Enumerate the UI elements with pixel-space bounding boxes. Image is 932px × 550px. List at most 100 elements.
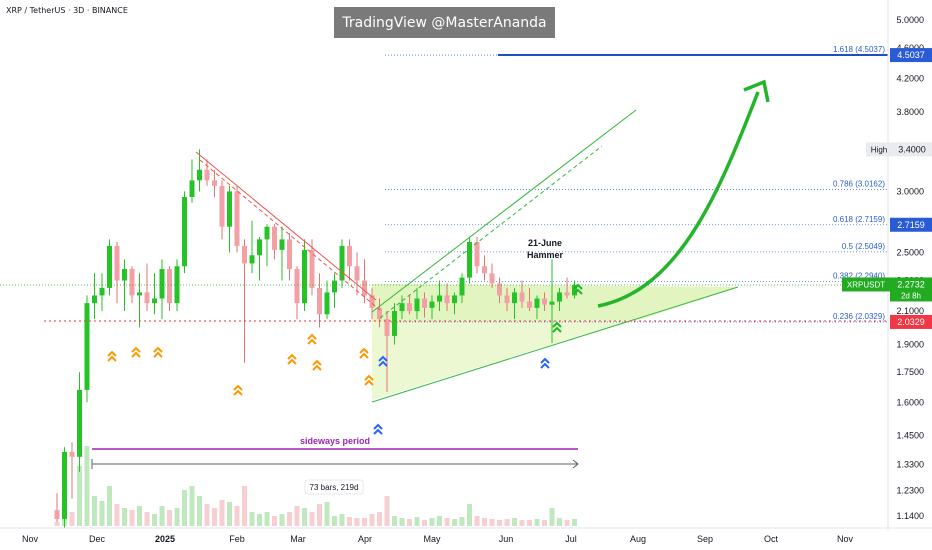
candle-body-18	[189, 180, 195, 198]
volume-bar-51	[437, 516, 442, 526]
volume-bar-24	[234, 506, 240, 526]
price-tick-9: 2.1000	[896, 306, 924, 316]
candle-body-60	[504, 295, 510, 304]
price-tick-10: 1.9000	[896, 340, 924, 350]
chevron-icon-o6-1	[312, 359, 322, 366]
price-tick-1: 4.6000	[896, 43, 924, 53]
candle-body-53	[452, 295, 457, 304]
candle-body-66	[549, 301, 555, 305]
candle-body-2	[69, 451, 75, 457]
chevron-icon-b2-1	[540, 357, 550, 364]
range-label: 73 bars, 219d	[310, 483, 359, 492]
volume-bar-32	[294, 506, 300, 526]
volume-bar-7	[107, 486, 112, 526]
volume-bar-61	[512, 518, 517, 526]
price-label-box-0	[890, 48, 932, 63]
candle-body-42	[369, 295, 375, 308]
chevron-icon-g0-0	[552, 326, 562, 333]
volume-bar-53	[452, 519, 457, 526]
bar-countdown: 2d 8h	[901, 291, 921, 300]
volume-bar-52	[444, 518, 450, 526]
price-axis[interactable]: 5.00004.60004.20003.80003.40003.00002.70…	[887, 0, 924, 530]
current-price-box	[890, 277, 932, 302]
chevron-markers	[107, 283, 583, 435]
price-tick-15: 1.2300	[896, 486, 924, 496]
time-axis[interactable]: Nov Dec 2025 Feb Mar Apr May Jun Jul Aug Sep Oct Nov	[0, 527, 932, 544]
candle-body-54	[459, 277, 465, 296]
volume-bar-45	[392, 516, 397, 526]
volume-bar-59	[497, 520, 502, 526]
support-line	[371, 286, 739, 403]
volume-bar-64	[534, 519, 540, 526]
symbol-label-box	[842, 277, 890, 292]
candle-body-68	[564, 292, 570, 296]
candle-body-26	[249, 255, 255, 264]
volume-bar-4	[84, 446, 90, 526]
volume-bar-48	[414, 517, 420, 526]
volume-bar-67	[557, 518, 562, 526]
candle-body-69	[572, 284, 577, 296]
price-tick-16: 1.1400	[896, 511, 924, 521]
candle-body-37	[332, 280, 337, 293]
volume-bar-43	[377, 512, 382, 526]
volume-bar-25	[242, 486, 247, 526]
candle-body-25	[242, 245, 247, 264]
volume-bar-27	[257, 514, 262, 526]
range-arrow	[572, 459, 579, 469]
time-tick-7: Jun	[499, 534, 514, 544]
watermark-badge: TradingView @MasterAnanda	[334, 7, 555, 38]
candle-body-6	[99, 287, 105, 296]
volume-bar-62	[519, 520, 525, 526]
candle-body-28	[264, 226, 270, 240]
chevron-icon-o7-0	[359, 352, 369, 359]
candle-body-48	[414, 298, 420, 312]
chevron-icon-o0-0	[107, 355, 117, 362]
candle-body-34	[309, 249, 315, 288]
price-label-box-4	[890, 314, 932, 329]
volume-bar-54	[459, 517, 465, 526]
candle-body-36	[324, 292, 330, 315]
price-tick-5: 3.0000	[896, 186, 924, 196]
candle-body-13	[152, 298, 157, 304]
volume-bar-22	[219, 500, 225, 526]
price-label-2: 2.7159	[897, 220, 925, 230]
hammer-label-2: Hammer	[527, 250, 564, 260]
volume-bar-41	[362, 518, 367, 526]
price-label-0: 4.5037	[897, 50, 925, 60]
chevron-icon-o3-1	[233, 384, 243, 391]
price-tick-2: 4.2000	[896, 73, 924, 83]
chevron-icon-o6-0	[312, 364, 322, 371]
volume-bar-63	[527, 520, 532, 526]
candle-body-20	[204, 169, 210, 181]
time-tick-11: Oct	[764, 534, 779, 544]
volume-bar-6	[99, 501, 105, 526]
volume-bar-47	[407, 519, 412, 526]
candle-body-58	[489, 273, 495, 284]
candle-body-0	[54, 510, 60, 519]
chevron-icon-o4-0	[287, 358, 297, 365]
volume-bar-19	[197, 496, 202, 526]
triangle-pattern	[372, 284, 738, 400]
candle-body-17	[182, 197, 187, 267]
chevron-icon-b1-1	[373, 423, 383, 430]
volume-bar-8	[114, 504, 120, 526]
hammer-label-1: 21-June	[528, 238, 562, 248]
volume-bar-42	[369, 514, 375, 526]
candle-body-43	[377, 307, 382, 320]
price-tick-14: 1.3300	[896, 459, 924, 469]
volume-bar-44	[384, 496, 390, 526]
candle-body-9	[122, 269, 127, 281]
price-tick-3: 3.8000	[896, 107, 924, 117]
volume-bar-33	[302, 508, 307, 526]
time-tick-5: Apr	[358, 534, 372, 544]
chevron-icon-o5-1	[307, 333, 317, 340]
candle-body-47	[407, 303, 412, 312]
candle-body-30	[279, 239, 285, 250]
volume-bar-26	[249, 512, 255, 526]
chevron-icon-o3-0	[233, 389, 243, 396]
candles	[54, 149, 577, 528]
candle-body-11	[137, 292, 142, 296]
downtrend-line-upper	[195, 151, 377, 301]
symbol-title: XRP / TetherUS · 3D · BINANCE	[6, 6, 128, 15]
